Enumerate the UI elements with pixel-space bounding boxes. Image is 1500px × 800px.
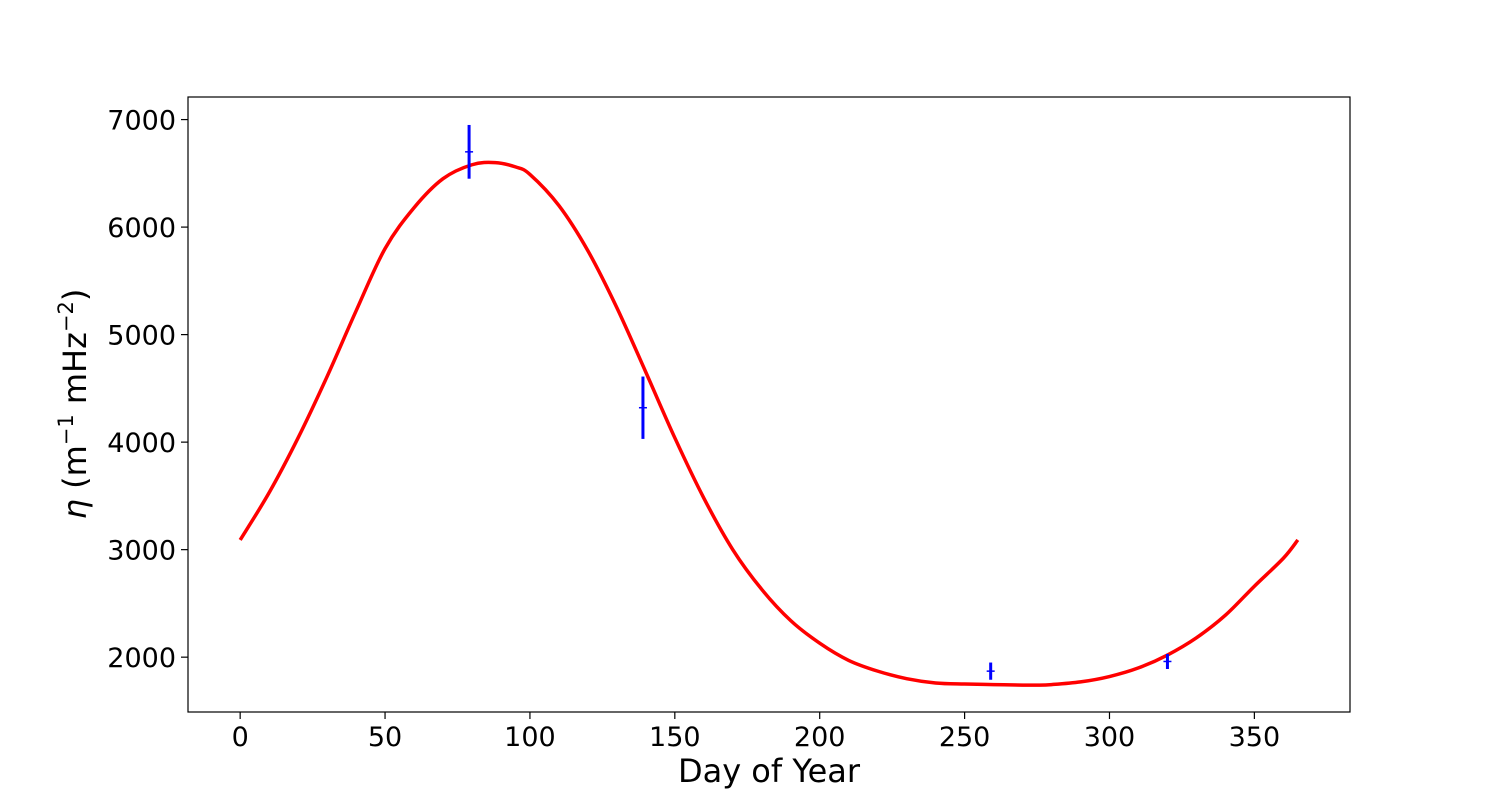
y-tick-label: 6000 [107,213,176,244]
x-tick-label: 100 [504,722,556,753]
y-tick-label: 2000 [107,643,176,674]
x-tick-label: 200 [794,722,846,753]
data-point [465,124,474,179]
x-tick-label: 50 [368,722,402,753]
data-point [1163,653,1172,669]
y-axis-label: η (m−1 mHz−2) [54,289,94,520]
x-tick-label: 250 [939,722,991,753]
y-tick-label: 3000 [107,536,176,567]
data-point [638,376,647,439]
fit-curve-layer [238,160,1300,687]
x-tick-label: 350 [1229,722,1281,753]
data-point [986,662,995,680]
fit-curve-line [238,160,1300,687]
x-tick-label: 300 [1084,722,1136,753]
x-tick-label: 150 [649,722,701,753]
x-axis-label: Day of Year [678,752,861,790]
y-axis-ticks: 2000 3000 4000 5000 6000 7000 [107,106,188,674]
plot-frame [187,96,1351,713]
x-axis-ticks: 0 50 100 150 200 250 300 350 [232,712,1281,753]
x-tick-label: 0 [232,722,249,753]
y-tick-label: 5000 [107,321,176,352]
y-tick-label: 4000 [107,428,176,459]
y-tick-label: 7000 [107,106,176,137]
error-points-layer [465,124,1172,680]
